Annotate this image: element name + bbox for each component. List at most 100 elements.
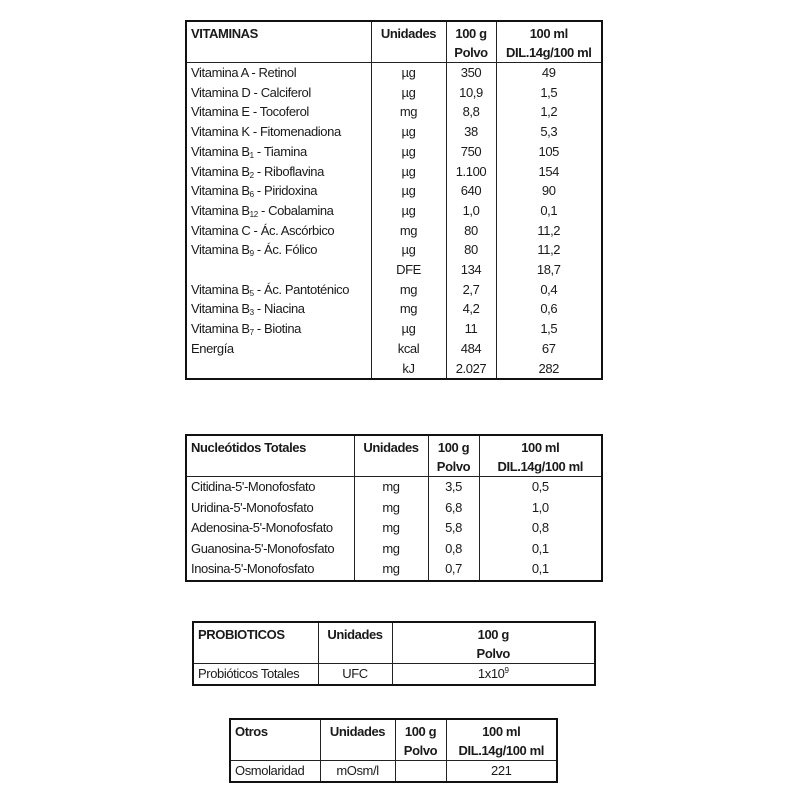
nutrient-name: Guanosina-5'-Monofosfato (185, 538, 354, 559)
unit: mg (370, 279, 446, 300)
unit: mg (353, 518, 428, 539)
nutrient-name (185, 358, 371, 380)
value-100ml: 0,5 (478, 476, 602, 498)
nutrient-name: Vitamina B3 - Niacina (185, 299, 371, 320)
header-otros: Otros (229, 719, 320, 761)
table-row: Vitamina B1 - Tiamina µg 750 105 (185, 141, 602, 162)
nutrient-name: Vitamina B1 - Tiamina (185, 141, 371, 162)
nutrient-name: Vitamina B6 - Piridoxina (185, 181, 371, 201)
header-100g-polvo: 100 g Polvo (394, 719, 446, 761)
nutrient-name: Vitamina B12 - Cobalamina (185, 200, 371, 221)
unit: kcal (370, 338, 446, 359)
value-100g: 10,9 (445, 82, 496, 103)
header-100g-polvo: 100 g Polvo (445, 21, 496, 63)
unit: mg (353, 559, 428, 581)
table-row: Vitamina B6 - Piridoxina µg 640 90 (185, 181, 602, 201)
value-100g: 4,2 (445, 299, 496, 320)
unit: µg (370, 141, 446, 162)
nutrient-name: Vitamina B7 - Biotina (185, 319, 371, 339)
value-100ml: 1,0 (478, 497, 602, 518)
value-100ml: 1,5 (495, 319, 602, 339)
value-100g: 350 (445, 62, 496, 83)
value-100ml: 90 (495, 181, 602, 201)
table-row: kJ 2.027 282 (185, 358, 602, 380)
unit: µg (370, 181, 446, 201)
table-row: Probióticos Totales UFC 1x109 (192, 663, 595, 685)
value-100ml: 11,2 (495, 240, 602, 261)
probioticos-table: PROBIOTICOS Unidades 100 g Polvo Probióti… (192, 621, 596, 686)
value-100g: 750 (445, 141, 496, 162)
otros-table: Otros Unidades 100 g Polvo 100 ml DIL.14g/… (229, 718, 558, 783)
unit: mg (353, 476, 428, 498)
value-100ml: 1,5 (495, 82, 602, 103)
value-100g: 1.100 (445, 161, 496, 182)
table-row: DFE 134 18,7 (185, 260, 602, 280)
nutrient-name: Inosina-5'-Monofosfato (185, 559, 354, 581)
value-100g: 2,7 (445, 279, 496, 300)
header-unidades: Unidades (317, 622, 392, 664)
value-100ml: 154 (495, 161, 602, 182)
unit: mg (353, 538, 428, 559)
header-100g-polvo: 100 g Polvo (391, 622, 595, 664)
table-row: Vitamina C - Ác. Ascórbico mg 80 11,2 (185, 220, 602, 241)
value-100ml: 0,1 (495, 200, 602, 221)
nucleotidos-table: Nucleótidos Totales Unidades 100 g Polvo … (185, 434, 603, 582)
header-100ml-dil: 100 ml DIL.14g/100 ml (478, 435, 602, 477)
unit: mg (370, 102, 446, 123)
header-100g-polvo: 100 g Polvo (427, 435, 479, 477)
value-100g: 134 (445, 260, 496, 280)
unit: µg (370, 319, 446, 339)
header-100ml-dil: 100 ml DIL.14g/100 ml (495, 21, 602, 63)
table-row: Uridina-5'-Monofosfato mg 6,8 1,0 (185, 497, 602, 518)
value-100g: 11 (445, 319, 496, 339)
vitaminas-table: VITAMINAS Unidades 100 g Polvo 100 ml DIL.… (185, 20, 603, 381)
nutrient-name: Uridina-5'-Monofosfato (185, 497, 354, 518)
nutrient-name: Vitamina E - Tocoferol (185, 102, 371, 123)
value-100g: 640 (445, 181, 496, 201)
unit: µg (370, 240, 446, 261)
table-row: Citidina-5'-Monofosfato mg 3,5 0,5 (185, 476, 602, 498)
value-100ml: 0,1 (478, 559, 602, 581)
unit: µg (370, 200, 446, 221)
unit: µg (370, 62, 446, 83)
value-100ml: 282 (495, 358, 602, 380)
table-row: Vitamina D - Calciferol µg 10,9 1,5 (185, 82, 602, 103)
nutrient-name: Vitamina C - Ác. Ascórbico (185, 220, 371, 241)
value-100ml: 5,3 (495, 122, 602, 142)
value-100ml: 0,1 (478, 538, 602, 559)
unit: µg (370, 161, 446, 182)
value-100ml: 49 (495, 62, 602, 83)
nutrient-name (185, 260, 371, 280)
table-row: Vitamina K - Fitomenadiona µg 38 5,3 (185, 122, 602, 142)
nutrient-name: Adenosina-5'-Monofosfato (185, 518, 354, 539)
header-100ml-dil: 100 ml DIL.14g/100 ml (445, 719, 557, 761)
unit: mOsm/l (319, 760, 395, 782)
nutrient-name: Osmolaridad (229, 760, 320, 782)
table-row: Energía kcal 484 67 (185, 338, 602, 359)
value-100ml: 11,2 (495, 220, 602, 241)
value-100ml: 67 (495, 338, 602, 359)
value-100g: 80 (445, 220, 496, 241)
header-unidades: Unidades (319, 719, 395, 761)
nutrient-name: Vitamina K - Fitomenadiona (185, 122, 371, 142)
unit: µg (370, 122, 446, 142)
nutrient-name: Citidina-5'-Monofosfato (185, 476, 354, 498)
nutrient-name: Energía (185, 338, 371, 359)
table-row: Adenosina-5'-Monofosfato mg 5,8 0,8 (185, 518, 602, 539)
nutrient-name: Probióticos Totales (192, 663, 318, 685)
table-row: Guanosina-5'-Monofosfato mg 0,8 0,1 (185, 538, 602, 559)
nutrient-name: Vitamina B5 - Ác. Pantoténico (185, 279, 371, 300)
value-100ml: 18,7 (495, 260, 602, 280)
value-100g: 484 (445, 338, 496, 359)
header-unidades: Unidades (370, 21, 446, 63)
unit: UFC (317, 663, 392, 685)
value-100g: 5,8 (427, 518, 479, 539)
unit: µg (370, 82, 446, 103)
value-100g: 8,8 (445, 102, 496, 123)
value-100g: 6,8 (427, 497, 479, 518)
value-100ml: 221 (445, 760, 557, 782)
value-100ml: 105 (495, 141, 602, 162)
table-row: Osmolaridad mOsm/l 221 (229, 760, 557, 782)
value-100g (394, 760, 446, 782)
header-nucleotidos: Nucleótidos Totales (185, 435, 354, 477)
